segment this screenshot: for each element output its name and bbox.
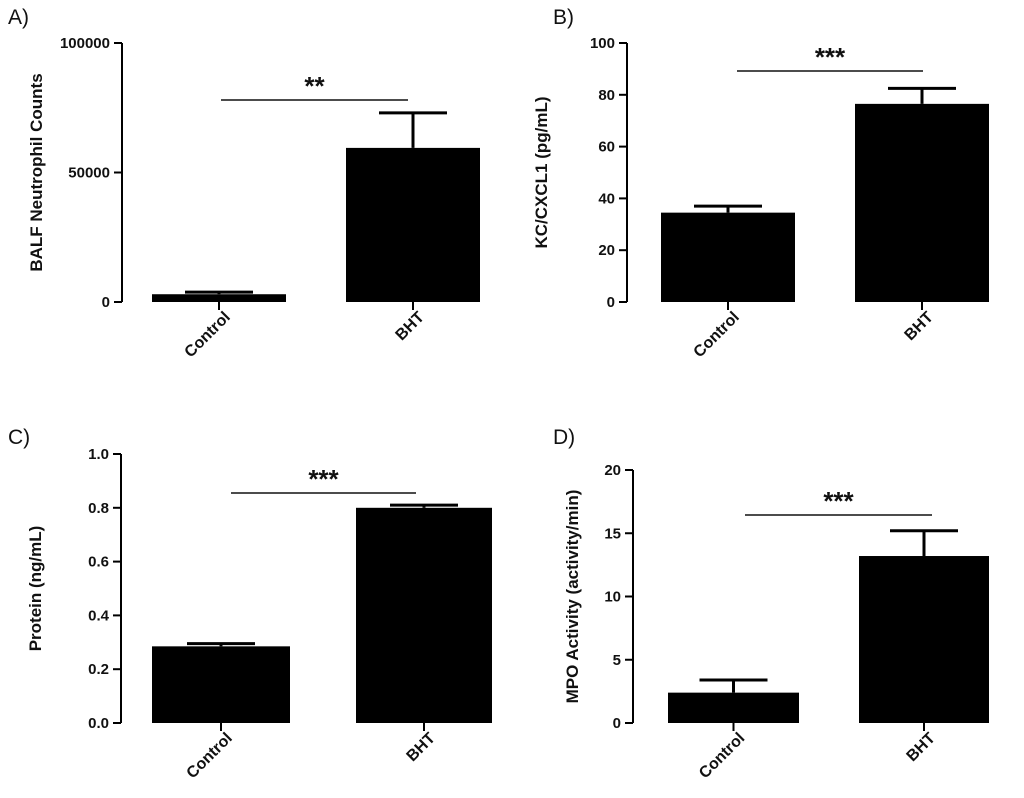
panel-4-category-label-bht: BHT <box>904 730 939 765</box>
panel-1-y-tick-label: 100000 <box>60 35 110 52</box>
panel-3-y-tick-label: 0.8 <box>88 500 109 517</box>
panel-3-y-tick-label: 0.0 <box>88 715 109 732</box>
panel-1-label: A) <box>8 6 29 29</box>
panel-4-y-axis-label: MPO Activity (activity/min) <box>563 490 582 704</box>
panel-3-category-label-control: Control <box>184 730 236 782</box>
panel-3-y-tick-label: 1.0 <box>88 446 109 463</box>
panel-2-y-axis-label: KC/CXCL1 (pg/mL) <box>532 96 551 248</box>
panel-3-bar-control <box>152 646 290 723</box>
panel-2-y-tick-label: 20 <box>598 242 615 259</box>
panel-1-y-tick-label: 0 <box>102 294 110 311</box>
panel-3-bar-bht <box>356 507 492 723</box>
panel-1-bar-control <box>152 294 286 302</box>
panel-1-y-axis-label: BALF Neutrophil Counts <box>27 73 46 271</box>
panel-2-bar-control <box>661 212 795 302</box>
panel-3-category-label-bht: BHT <box>404 730 439 765</box>
panel-4-y-tick-label: 20 <box>604 462 621 479</box>
panel-3-y-tick-label: 0.6 <box>88 554 109 571</box>
panel-4-y-tick-label: 5 <box>613 652 621 669</box>
panel-4-category-label-control: Control <box>696 730 748 782</box>
panel-4-y-tick-label: 10 <box>604 589 621 606</box>
panel-4-significance-stars: *** <box>823 486 854 516</box>
panel-2-y-tick-label: 40 <box>598 190 615 207</box>
panel-1-category-label-control: Control <box>182 309 234 361</box>
panel-4-bar-bht <box>859 556 989 723</box>
panel-4-label: D) <box>553 426 575 449</box>
panel-4-y-tick-label: 15 <box>604 525 621 542</box>
panel-2-significance-stars: *** <box>815 42 846 72</box>
panel-1-significance-stars: ** <box>304 71 325 101</box>
panel-3-y-tick-label: 0.2 <box>88 661 109 678</box>
panel-1-bar-bht <box>346 147 480 302</box>
panel-2-y-tick-label: 60 <box>598 139 615 156</box>
panel-3-label: C) <box>8 426 30 449</box>
panel-2-label: B) <box>553 6 574 29</box>
panel-3-significance-stars: *** <box>308 464 339 494</box>
panel-2-category-label-bht: BHT <box>902 309 937 344</box>
panel-2-category-label-control: Control <box>691 309 743 361</box>
panel-2-bar-bht <box>855 103 989 303</box>
panel-2-y-tick-label: 100 <box>590 35 615 52</box>
panel-3-y-axis-label: Protein (ng/mL) <box>26 526 45 652</box>
panel-3-y-tick-label: 0.4 <box>88 607 110 624</box>
panel-4-y-tick-label: 0 <box>613 715 621 732</box>
panel-2-y-tick-label: 0 <box>607 294 615 311</box>
panel-1-category-label-bht: BHT <box>393 309 428 344</box>
panel-4-bar-control <box>668 692 799 723</box>
panel-2-y-tick-label: 80 <box>598 87 615 104</box>
panel-1-y-tick-label: 50000 <box>68 165 110 182</box>
